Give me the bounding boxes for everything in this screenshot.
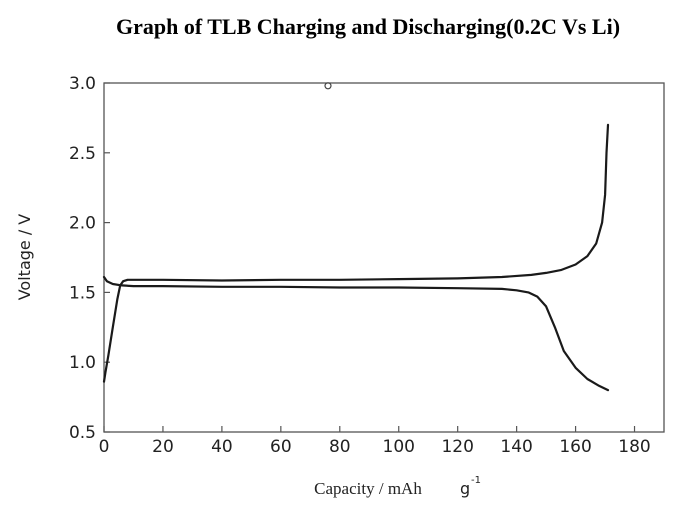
x-tick-label: 20 — [152, 437, 174, 457]
annotation-layer — [324, 82, 332, 90]
x-tick-label: 180 — [618, 437, 650, 457]
y-ticks: 0.5 1.0 1.5 2.0 2.5 3.0 — [69, 74, 110, 443]
chart-title: Graph of TLB Charging and Discharging(0.… — [115, 14, 621, 39]
y-tick-label: 2.5 — [69, 144, 96, 164]
y-tick-label: 1.5 — [69, 283, 96, 303]
discharge-curve — [102, 275, 610, 392]
y-tick-label: 2.0 — [69, 214, 96, 234]
y-tick-label: 0.5 — [69, 423, 96, 443]
series-layer — [102, 123, 610, 392]
x-tick-label: 140 — [500, 437, 532, 457]
x-axis-unit: g — [460, 479, 470, 498]
x-tick-label: 100 — [383, 437, 415, 457]
x-tick-label: 40 — [211, 437, 233, 457]
charge-curve — [102, 123, 610, 383]
x-axis-label: Capacity / mAh — [314, 479, 422, 498]
y-axis-label: Voltage / V — [15, 214, 34, 301]
x-tick-label: 60 — [270, 437, 292, 457]
x-ticks: 0 20 40 60 80 100 120 140 160 180 — [99, 426, 651, 457]
x-tick-label: 120 — [441, 437, 473, 457]
x-axis-unit-exponent: -1 — [471, 475, 481, 486]
x-tick-label: 0 — [99, 437, 110, 457]
annotation-marker — [324, 82, 332, 90]
plot-frame — [103, 82, 665, 433]
x-tick-label: 160 — [559, 437, 591, 457]
y-tick-label: 3.0 — [69, 74, 96, 94]
y-tick-label: 1.0 — [69, 353, 96, 373]
x-tick-label: 80 — [329, 437, 351, 457]
